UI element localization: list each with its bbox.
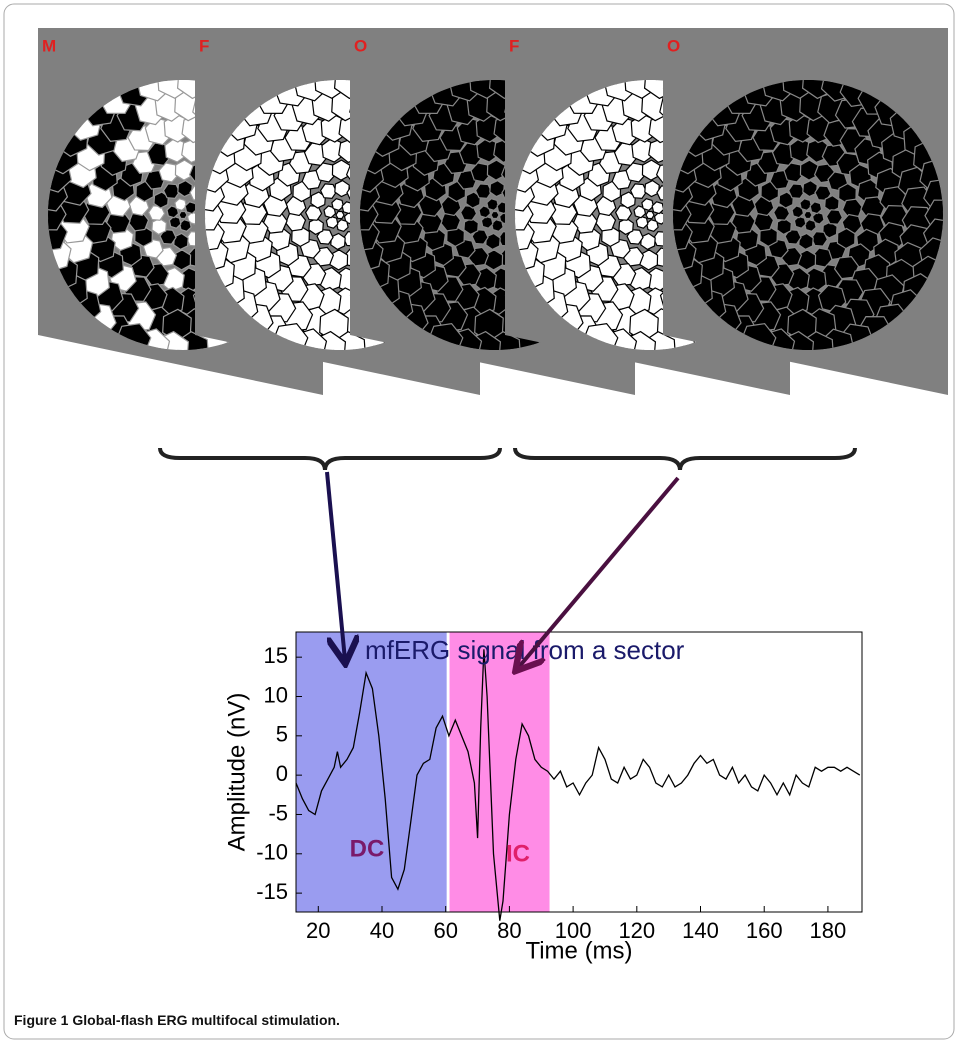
y-tick-label: -10 — [256, 840, 288, 865]
hexagon — [804, 212, 812, 219]
y-tick-label: 10 — [264, 682, 288, 707]
hexagon — [492, 220, 503, 232]
hexagon — [616, 206, 632, 220]
hexagon — [631, 184, 647, 198]
hexagon — [487, 160, 505, 180]
hexagon — [175, 199, 186, 211]
hexagon — [800, 160, 818, 180]
frame-label: O — [354, 36, 367, 55]
figure: MFOFO 20406080100120140160180-15-10-5051… — [0, 0, 959, 1044]
hexagon — [464, 218, 478, 234]
hexagon — [619, 218, 633, 234]
hexagon — [326, 216, 337, 228]
x-tick-label: 160 — [746, 918, 783, 943]
caption-label: Figure 1 — [14, 1012, 68, 1028]
caption: Figure 1 Global-flash ERG multifocal sti… — [14, 1012, 340, 1028]
brace — [515, 448, 855, 470]
hexagon — [332, 160, 350, 180]
y-tick-label: 5 — [276, 722, 288, 747]
hexagon — [642, 199, 653, 211]
hexagon — [321, 184, 337, 198]
hexagon — [487, 199, 498, 211]
hexagon — [491, 212, 499, 219]
hexagon — [799, 233, 813, 249]
y-tick-label: -5 — [268, 800, 288, 825]
hexagon — [174, 233, 188, 249]
hexagon — [811, 232, 827, 246]
hexagon — [169, 216, 180, 228]
region — [450, 632, 550, 912]
hexagon — [476, 184, 492, 198]
frame-label: F — [199, 36, 209, 55]
hexagon — [164, 184, 180, 198]
frame-label: O — [667, 36, 680, 55]
brace — [160, 448, 500, 470]
hexagon — [803, 181, 817, 197]
hexagon — [175, 160, 193, 180]
y-tick-label: 0 — [276, 761, 288, 786]
x-axis-label: Time (ms) — [525, 937, 632, 964]
hexagon — [490, 181, 504, 197]
hexagon — [309, 218, 323, 234]
hexagon — [652, 202, 663, 214]
hexagon — [152, 218, 166, 234]
x-tick-label: 20 — [306, 918, 330, 943]
hexagon — [647, 220, 658, 232]
hexagon — [794, 216, 805, 228]
hexagon — [826, 210, 842, 224]
hexagon — [335, 181, 349, 197]
hexagon — [173, 250, 191, 270]
hexagon — [645, 181, 659, 197]
region-label: IC — [506, 840, 530, 867]
hexagon — [331, 233, 345, 249]
hexagon — [825, 196, 839, 212]
caption-text: Global-flash ERG multifocal stimulation. — [72, 1012, 340, 1028]
hexagon — [837, 228, 855, 248]
hexagon — [642, 160, 660, 180]
hexagon — [179, 212, 187, 219]
hexagon — [461, 206, 477, 220]
hexagon — [774, 206, 790, 220]
stimulus-frame: O — [655, 28, 959, 395]
x-tick-label: 180 — [810, 918, 847, 943]
y-axis-label: Amplitude (nV) — [223, 693, 250, 852]
hexagon — [640, 250, 658, 270]
hexagon — [481, 216, 492, 228]
frame-label: F — [509, 36, 519, 55]
hexagon — [800, 199, 811, 211]
hexagon — [798, 250, 816, 270]
region — [296, 632, 447, 912]
frame-label: M — [42, 36, 56, 55]
hexagon — [486, 233, 500, 249]
hexagon — [332, 199, 343, 211]
hexagon — [149, 206, 165, 220]
x-tick-label: 80 — [497, 918, 521, 943]
hexagon — [330, 250, 348, 270]
hexagon — [336, 212, 344, 219]
x-tick-label: 60 — [433, 918, 457, 943]
region-label: DC — [350, 835, 385, 862]
hexagon — [180, 220, 191, 232]
x-tick-label: 40 — [370, 918, 394, 943]
hexagon — [805, 220, 816, 232]
hexagon — [178, 181, 192, 197]
figure-canvas: MFOFO 20406080100120140160180-15-10-5051… — [0, 0, 959, 1044]
hexagon — [646, 212, 654, 219]
x-tick-label: 140 — [682, 918, 719, 943]
hexagon — [789, 184, 805, 198]
hexagon — [485, 250, 503, 270]
hexagon — [306, 206, 322, 220]
hexagon — [641, 233, 655, 249]
hexagon — [636, 216, 647, 228]
y-tick-label: -15 — [256, 879, 288, 904]
hexagon — [185, 202, 196, 214]
hexagon — [777, 218, 791, 234]
hexagon — [337, 220, 348, 232]
hexagon — [810, 202, 821, 214]
y-tick-label: 15 — [264, 643, 288, 668]
